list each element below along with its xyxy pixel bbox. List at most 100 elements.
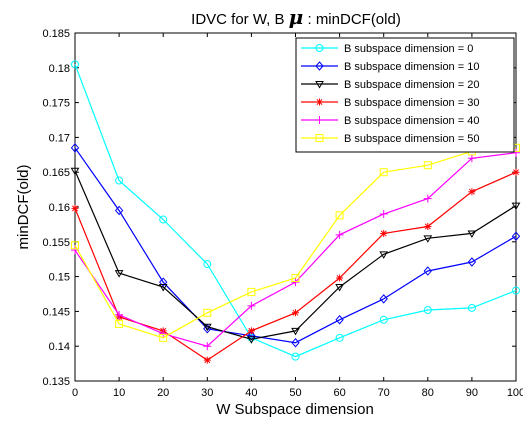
data-point [424,222,432,230]
legend-marker [315,134,324,142]
x-tick-label: 10 [113,387,125,399]
y-axis-label: minDCF(old) [15,164,32,249]
y-tick-label: 0.16 [49,202,70,214]
legend-label: B subspace dimension = 0 [344,43,473,55]
data-point [71,241,79,250]
y-tick-label: 0.165 [42,167,70,179]
chart-title-symbol: μ [289,5,304,29]
data-point [467,154,476,163]
data-point [114,270,124,278]
data-point [70,167,80,176]
data-point [467,303,476,312]
legend: B subspace dimension = 0 B subspace dimen… [295,37,515,153]
y-axis: 0.135 0.14 0.145 0.15 0.155 0.16 0.165 0.17 0.17… [42,28,516,388]
series-1 [70,143,521,348]
data-point [336,274,344,282]
y-tick-label: 0.18 [49,63,70,75]
series-5 [71,143,520,342]
y-tick-label: 0.15 [49,272,70,284]
data-point [114,205,124,216]
x-tick-label: 90 [466,387,478,399]
data-point [467,230,477,238]
series-4 [71,148,520,351]
series-line [74,170,517,340]
data-point [203,308,212,317]
x-tick-label: 30 [201,387,213,399]
legend-label: B subspace dimension = 50 [344,133,479,145]
data-point [159,329,168,338]
data-point [71,204,79,212]
data-point [70,143,80,153]
data-point [423,306,432,315]
data-point [71,60,79,69]
data-point [335,211,344,220]
y-tick-label: 0.17 [49,132,70,144]
series-3 [71,168,520,364]
legend-entry: B subspace dimension = 10 [301,61,479,73]
data-point [291,278,300,287]
x-tick-label: 40 [245,387,257,399]
data-point [423,161,432,170]
legend-label: B subspace dimension = 30 [344,97,479,109]
data-point [203,342,212,351]
data-point [423,235,433,243]
legend-entry: B subspace dimension = 0 [301,43,473,55]
chart-title-suffix: : minDCF(old) [303,11,401,28]
data-point [203,260,212,269]
data-point [203,356,211,364]
data-point [115,319,124,328]
data-point [423,266,432,276]
x-tick-label: 100 [507,387,523,399]
data-point [291,327,300,336]
chart-title-main: IDVC for W, B [191,11,289,28]
data-point [511,231,521,241]
data-point [159,215,168,224]
legend-entry: B subspace dimension = 40 [301,115,479,127]
data-point [202,323,212,332]
series-line [74,147,517,339]
data-point [247,327,255,335]
data-point [380,229,388,237]
y-tick-label: 0.14 [49,341,70,353]
data-point [247,301,256,310]
x-tick-label: 50 [289,387,301,399]
legend-marker [315,116,324,124]
series-line [74,147,517,344]
data-point [379,294,388,304]
data-point [159,277,168,287]
data-point [247,336,256,344]
data-point [335,230,344,239]
data-point [512,168,520,176]
data-point [379,168,388,177]
x-tick-label: 20 [157,387,169,399]
data-point [158,284,168,292]
y-tick-label: 0.175 [42,98,70,110]
legend-label: B subspace dimension = 20 [344,79,479,91]
data-point [291,337,300,348]
series-line [74,64,517,358]
data-point [423,194,432,203]
data-point [335,333,344,342]
legend-label: B subspace dimension = 10 [344,61,479,73]
chart-title: IDVC for W, B μ : minDCF(old) [191,5,401,29]
legend-entry: B subspace dimension = 20 [301,79,479,91]
data-point [468,188,476,196]
x-tick-label: 70 [378,387,390,399]
legend-entry: B subspace dimension = 50 [301,133,479,145]
data-point [467,257,477,267]
legend-marker [315,61,324,71]
legend-box [295,37,515,153]
data-point [291,273,300,282]
legend-marker [316,98,323,106]
data-point [511,202,521,211]
y-tick-label: 0.185 [42,28,70,40]
legend-entry: B subspace dimension = 30 [301,97,479,109]
data-point [335,314,344,325]
data-point [512,286,520,295]
y-tick-label: 0.145 [42,306,70,318]
data-point [379,315,388,324]
x-tick-label: 80 [422,387,434,399]
data-point [291,352,300,361]
data-point [379,209,388,218]
